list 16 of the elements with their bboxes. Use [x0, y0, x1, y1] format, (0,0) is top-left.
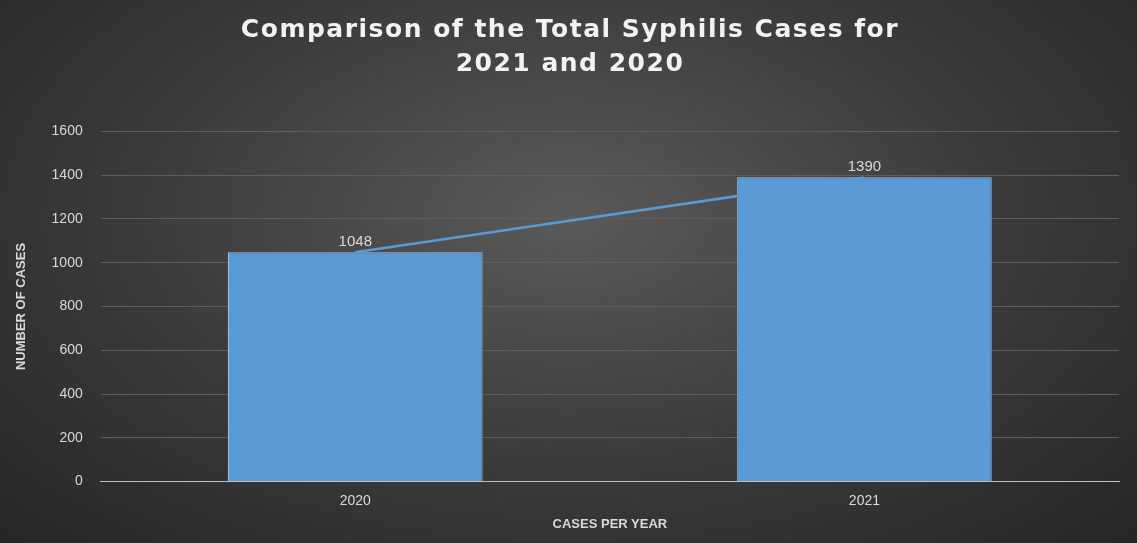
- y-tick-label: 0: [74, 472, 83, 489]
- x-axis-title: CASES PER YEAR: [552, 515, 668, 531]
- y-tick-label: 1400: [51, 166, 83, 183]
- chart-title: Comparison of the Total Syphilis Cases for 2021 and 2020: [239, 13, 901, 79]
- x-tick-label: 2020: [339, 491, 372, 508]
- y-tick-label: 1200: [51, 209, 83, 226]
- y-tick-label: 800: [59, 297, 83, 314]
- x-tick-label: 2021: [848, 491, 881, 508]
- y-tick-label: 600: [59, 341, 83, 358]
- y-tick-label: 400: [59, 384, 83, 401]
- y-axis-title: NUMBER OF CASES: [13, 242, 29, 371]
- y-tick-label: 200: [59, 428, 83, 445]
- data-label: 1048: [338, 231, 372, 249]
- y-tick-label: 1000: [51, 253, 83, 270]
- data-label: 1390: [847, 157, 882, 174]
- y-tick-label: 1600: [51, 122, 83, 139]
